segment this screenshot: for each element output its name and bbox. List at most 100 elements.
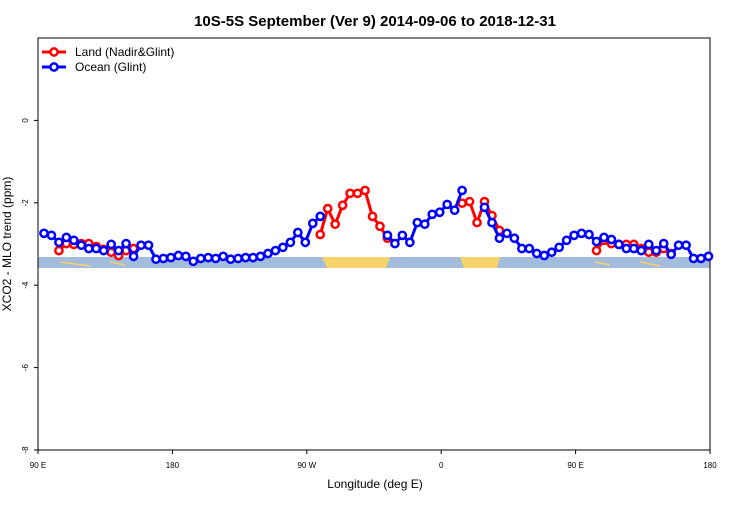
- x-tick-label: 180: [166, 461, 180, 470]
- point: [195, 253, 206, 264]
- point: [688, 253, 699, 264]
- point: [643, 239, 654, 250]
- point: [375, 221, 385, 232]
- legend-marker: [49, 47, 59, 57]
- point: [158, 253, 169, 264]
- point: [76, 240, 87, 251]
- point: [404, 237, 415, 248]
- point: [502, 228, 512, 239]
- point: [509, 233, 520, 244]
- y-tick-label: -2: [21, 199, 30, 207]
- point: [307, 218, 318, 229]
- point: [621, 243, 632, 254]
- point: [330, 219, 341, 230]
- point: [397, 230, 408, 241]
- point: [46, 230, 57, 241]
- point: [584, 229, 594, 240]
- legend-label: Ocean (Glint): [75, 60, 146, 74]
- point: [673, 240, 684, 251]
- point: [494, 233, 505, 244]
- point: [628, 243, 639, 254]
- point: [434, 207, 445, 218]
- point: [337, 200, 348, 211]
- x-tick-label: 90 E: [30, 461, 46, 470]
- y-axis-label: XCO2 - MLO trend (ppm): [0, 177, 14, 312]
- point: [203, 252, 214, 263]
- point: [427, 209, 438, 220]
- point: [121, 238, 131, 249]
- point: [599, 232, 609, 243]
- point: [68, 235, 79, 246]
- x-tick-label: 180: [703, 461, 717, 470]
- point: [449, 205, 460, 216]
- point: [210, 253, 221, 264]
- point: [91, 243, 102, 254]
- point: [39, 228, 49, 239]
- point: [658, 238, 669, 249]
- point: [151, 254, 161, 265]
- map-strip: [38, 257, 710, 268]
- point: [136, 240, 146, 251]
- point: [703, 251, 714, 262]
- point: [546, 247, 557, 258]
- point: [98, 245, 109, 256]
- point: [128, 251, 139, 262]
- point: [83, 243, 94, 254]
- chart-title: 10S-5S September (Ver 9) 2014-09-06 to 2…: [194, 13, 556, 30]
- point: [524, 243, 535, 254]
- point: [487, 217, 497, 228]
- point: [180, 251, 191, 262]
- point: [61, 232, 72, 243]
- point: [390, 238, 400, 249]
- point: [345, 188, 355, 199]
- point: [218, 251, 229, 262]
- point: [248, 252, 258, 263]
- y-tick-label: -4: [21, 281, 30, 289]
- point: [696, 253, 706, 264]
- point: [240, 252, 251, 263]
- point: [322, 203, 333, 214]
- x-tick-label: 90 E: [567, 461, 583, 470]
- point: [591, 236, 602, 247]
- point: [554, 242, 565, 253]
- point: [643, 247, 654, 258]
- y-tick-label: -8: [21, 446, 30, 454]
- point: [173, 250, 184, 261]
- point: [352, 188, 363, 199]
- point: [54, 237, 64, 248]
- point: [561, 235, 572, 246]
- point: [106, 247, 117, 258]
- x-axis-label: Longitude (deg E): [327, 477, 422, 491]
- point: [419, 219, 430, 230]
- point: [292, 227, 303, 238]
- point: [569, 230, 579, 241]
- point: [233, 253, 243, 264]
- point: [516, 243, 527, 254]
- point: [442, 199, 453, 210]
- point: [591, 245, 602, 256]
- y-tick-label: -6: [21, 363, 30, 371]
- point: [255, 251, 266, 262]
- legend-marker: [49, 62, 59, 72]
- point: [412, 217, 423, 228]
- point: [367, 211, 378, 222]
- point: [576, 228, 587, 239]
- point: [651, 245, 662, 256]
- point: [278, 242, 288, 253]
- y-tick-label: 0: [21, 118, 30, 123]
- point: [360, 185, 370, 196]
- point: [472, 217, 482, 228]
- point: [479, 202, 490, 213]
- point: [188, 256, 199, 267]
- point: [143, 240, 154, 251]
- point: [464, 196, 475, 207]
- x-tick-label: 0: [439, 461, 444, 470]
- point: [636, 245, 647, 256]
- point: [54, 245, 64, 256]
- point: [315, 229, 326, 240]
- x-tick-label: 90 W: [297, 461, 316, 470]
- point: [106, 239, 117, 250]
- point: [539, 250, 550, 261]
- point: [531, 248, 542, 259]
